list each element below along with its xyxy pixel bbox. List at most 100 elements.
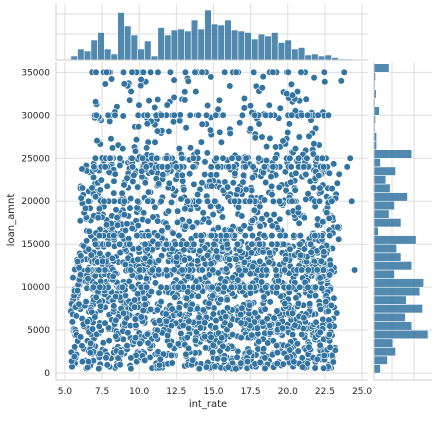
scatter-point	[296, 232, 305, 240]
scatter-point	[182, 350, 190, 358]
scatter-point	[151, 138, 159, 146]
scatter-point	[157, 298, 165, 306]
x-tick-label: 15.0	[203, 387, 223, 397]
scatter-point	[220, 283, 228, 291]
scatter-point	[76, 333, 85, 341]
scatter-point	[182, 124, 190, 132]
scatter-point	[320, 68, 328, 76]
scatter-point	[137, 81, 145, 90]
scatter-point	[312, 318, 320, 326]
scatter-point	[178, 266, 186, 274]
scatter-point	[324, 111, 333, 119]
scatter-point	[219, 111, 227, 119]
y-tick-label: 35000	[21, 68, 50, 78]
x-histogram-bar	[204, 9, 212, 61]
scatter-point	[186, 305, 194, 313]
scatter-point	[131, 296, 139, 304]
scatter-point	[333, 309, 341, 317]
scatter-point	[238, 111, 246, 119]
scatter-point	[333, 179, 341, 187]
scatter-point	[348, 197, 356, 205]
scatter-point	[273, 283, 281, 291]
scatter-point	[237, 334, 245, 342]
scatter-point	[71, 343, 79, 351]
scatter-point	[194, 283, 202, 291]
scatter-point	[292, 169, 300, 177]
scatter-point	[176, 111, 184, 119]
scatter-point	[119, 309, 128, 317]
scatter-point	[334, 223, 342, 231]
scatter-point	[96, 302, 105, 310]
scatter-point	[166, 341, 174, 350]
scatter-point	[256, 257, 264, 266]
scatter-point	[317, 257, 325, 265]
scatter-point	[291, 145, 300, 153]
scatter-point	[95, 205, 103, 213]
y-histogram-bar	[373, 321, 413, 331]
scatter-point	[284, 128, 292, 137]
scatter-point	[100, 197, 108, 205]
scatter-point	[119, 145, 127, 153]
scatter-point	[92, 111, 100, 119]
scatter-point	[269, 68, 277, 76]
scatter-point	[141, 356, 149, 365]
scatter-point	[120, 197, 128, 205]
scatter-point	[251, 111, 259, 119]
x-histogram-bar	[177, 28, 185, 61]
scatter-point	[279, 137, 287, 145]
scatter-point	[76, 271, 85, 279]
scatter-point	[209, 266, 217, 274]
scatter-point	[128, 154, 136, 162]
scatter-point	[90, 163, 98, 171]
x-histogram-bar	[190, 19, 199, 61]
scatter-point	[318, 284, 326, 292]
scatter-point	[263, 143, 271, 151]
scatter-point	[238, 304, 246, 312]
scatter-point	[226, 321, 234, 329]
scatter-point	[198, 179, 206, 187]
scatter-point	[310, 74, 318, 82]
scatter-point	[226, 129, 234, 137]
x-histogram-bar	[251, 38, 259, 61]
scatter-point	[178, 154, 186, 162]
scatter-point	[83, 318, 91, 326]
scatter-point	[104, 240, 113, 248]
scatter-point	[237, 359, 245, 367]
scatter-point	[137, 313, 145, 321]
scatter-point	[101, 319, 109, 327]
scatter-point	[170, 266, 178, 274]
x-histogram-bar	[90, 39, 98, 61]
scatter-point	[269, 197, 278, 205]
scatter-point	[141, 295, 149, 303]
y-histogram-bar	[373, 200, 395, 211]
scatter-point	[141, 301, 149, 309]
scatter-point	[248, 232, 257, 240]
scatter-point	[260, 163, 269, 171]
axes-spines	[55, 4, 432, 381]
scatter-point	[109, 272, 117, 281]
scatter-point	[145, 96, 153, 105]
y-histogram-bar	[373, 235, 417, 245]
scatter-point	[126, 204, 134, 212]
scatter-point	[196, 324, 205, 332]
scatter-point	[116, 361, 124, 369]
scatter-point	[234, 276, 242, 284]
scatter-point	[121, 260, 129, 269]
x-axis-label: int_rate	[189, 399, 227, 410]
y-histogram-bar	[373, 364, 381, 374]
scatter-point	[108, 144, 117, 152]
scatter-point	[266, 134, 274, 142]
scatter-point	[113, 221, 122, 229]
scatter-point	[168, 359, 176, 367]
scatter-point	[124, 329, 132, 337]
scatter-point	[319, 266, 328, 274]
scatter-point	[214, 105, 222, 113]
scatter-point	[139, 154, 147, 162]
scatter-point	[175, 144, 183, 153]
scatter-point	[92, 293, 100, 301]
x-histogram-bar	[211, 23, 219, 61]
scatter-point	[217, 295, 225, 304]
scatter-point	[209, 348, 217, 356]
scatter-point	[329, 358, 337, 366]
x-histogram-bar	[70, 55, 78, 61]
